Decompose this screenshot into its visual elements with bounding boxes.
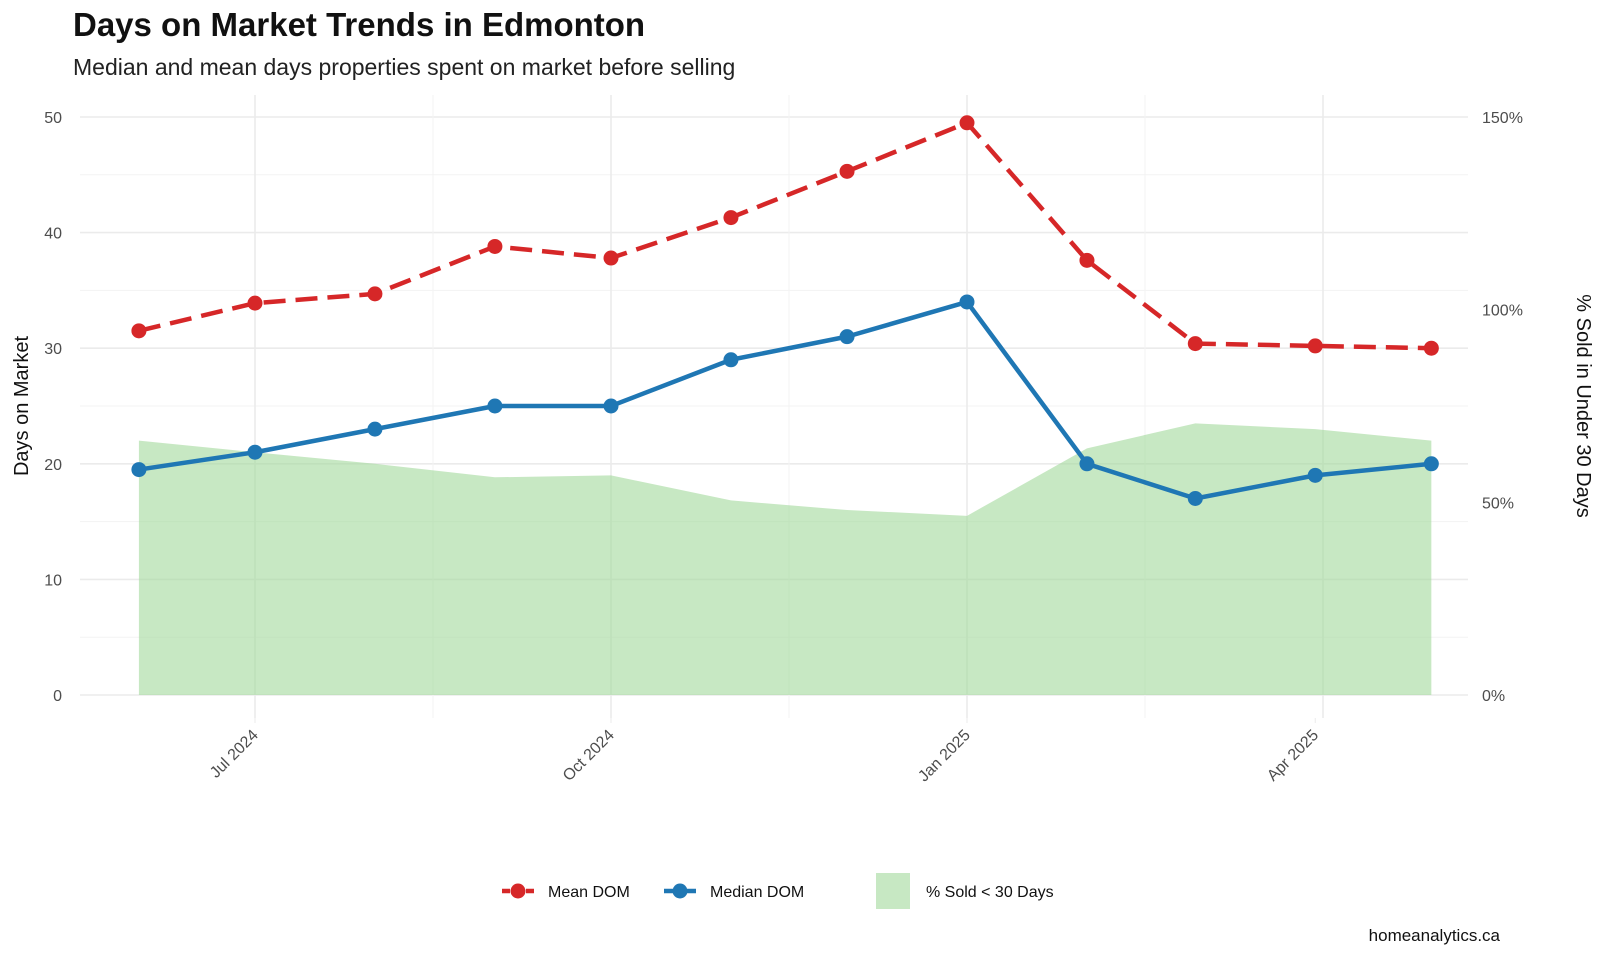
y-tick-label: 0 [53,688,62,705]
point-mean-dom [1187,336,1203,352]
x-tick-label: Apr 2025 [1264,727,1322,785]
legend-label-median-dom: Median DOM [710,884,804,901]
point-median-dom [131,462,147,478]
point-mean-dom [367,286,383,302]
point-mean-dom [247,295,263,311]
y2-tick-label: 0% [1482,688,1505,705]
point-median-dom [839,329,855,345]
point-mean-dom [723,210,739,226]
legend-key-point-mean-dom [510,883,526,899]
y-tick-label: 10 [44,572,62,589]
point-median-dom [487,398,503,414]
y-axis-title: Days on Market [11,336,33,476]
point-mean-dom [839,163,855,179]
legend-label-mean-dom: Mean DOM [548,884,630,901]
point-mean-dom [131,323,147,339]
legend: Mean DOM Median DOM % Sold < 30 Days [502,873,1054,909]
point-median-dom [1079,456,1095,472]
chart-caption: homeanalytics.ca [1368,926,1500,945]
point-median-dom [959,294,975,310]
point-mean-dom [1423,340,1439,356]
x-tick-label: Jul 2024 [207,727,262,782]
y2-axis-title: % Sold in Under 30 Days [1572,294,1594,517]
y-tick-label: 50 [44,110,62,127]
point-mean-dom [487,238,503,254]
point-median-dom [1423,456,1439,472]
y-tick-label: 40 [44,226,62,243]
chart-title: Days on Market Trends in Edmonton [73,6,646,43]
line-mean-dom [138,120,1432,351]
legend-key-point-median-dom [672,883,688,899]
line-layer [131,115,1439,506]
y2-tick-label: 150% [1482,110,1523,127]
point-median-dom [603,398,619,414]
chart-subtitle: Median and mean days properties spent on… [73,54,736,80]
line-median-dom [138,299,1432,501]
legend-label-sold-30-days: % Sold < 30 Days [926,884,1054,901]
y-tick-label: 30 [44,341,62,358]
x-tick-label: Jan 2025 [915,727,974,786]
point-median-dom [723,352,739,368]
point-mean-dom [1307,338,1323,354]
point-mean-dom [1079,252,1095,268]
point-median-dom [1187,490,1203,506]
area-layer [138,423,1432,695]
area-pct-sold-under-30-days [138,423,1432,695]
legend-key-sold-30-days [876,873,910,909]
point-median-dom [1307,467,1323,483]
point-median-dom [367,421,383,437]
y2-tick-label: 100% [1482,303,1523,320]
y2-tick-label: 50% [1482,495,1514,512]
point-mean-dom [959,115,975,131]
y-tick-label: 20 [44,457,62,474]
point-mean-dom [603,250,619,266]
point-median-dom [247,444,263,460]
x-tick-label: Oct 2024 [560,727,618,785]
